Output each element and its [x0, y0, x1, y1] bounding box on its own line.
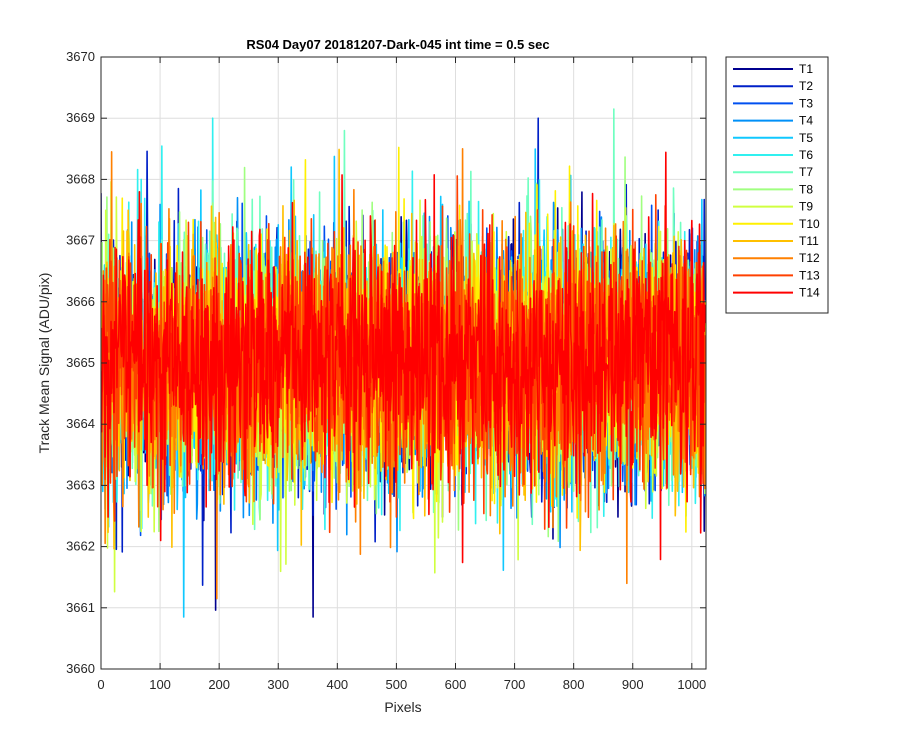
series-layer [101, 108, 706, 618]
y-tick-label: 3666 [66, 294, 95, 309]
ticks: 0 100 200 300 400 500 600 700 800 900 1000 3660 3661… [66, 49, 706, 692]
y-tick-label: 3665 [66, 355, 95, 370]
legend-box [725, 56, 829, 314]
series-line-t14 [101, 151, 706, 564]
legend-label-t4: T4 [799, 114, 813, 128]
legend-label-t7: T7 [799, 165, 813, 179]
x-tick-label: 0 [97, 677, 104, 692]
x-tick-label: 400 [326, 677, 348, 692]
legend-items: T1 T2 T3 T4 T5 T6 T7 T8 T9 T10 T11 T12 T13 T14 [733, 62, 820, 300]
x-tick-label: 600 [445, 677, 467, 692]
legend-label-t14: T14 [799, 286, 820, 300]
x-tick-label: 900 [622, 677, 644, 692]
y-tick-label: 3667 [66, 233, 95, 248]
y-tick-label: 3668 [66, 171, 95, 186]
x-tick-label: 700 [504, 677, 526, 692]
y-tick-label: 3670 [66, 49, 95, 64]
legend-label-t1: T1 [799, 62, 813, 76]
y-axis-label: Track Mean Signal (ADU/pix) [36, 273, 52, 454]
y-tick-label: 3661 [66, 600, 95, 615]
y-tick-label: 3662 [66, 539, 95, 554]
x-tick-label: 1000 [677, 677, 706, 692]
legend-label-t11: T11 [799, 234, 819, 248]
legend-label-t12: T12 [799, 251, 820, 265]
y-tick-label: 3669 [66, 110, 95, 125]
legend-label-t3: T3 [799, 96, 813, 110]
x-tick-label: 300 [267, 677, 289, 692]
x-tick-label: 200 [208, 677, 230, 692]
x-tick-label: 100 [149, 677, 171, 692]
legend-label-t5: T5 [799, 131, 813, 145]
legend-label-t13: T13 [799, 268, 820, 282]
y-tick-label: 3663 [66, 477, 95, 492]
y-tick-label: 3664 [66, 416, 95, 431]
legend-label-t6: T6 [799, 148, 813, 162]
x-tick-label: 800 [563, 677, 585, 692]
chart-title: RS04 Day07 20181207-Dark-045 int time = … [246, 37, 549, 52]
legend-label-t9: T9 [799, 200, 813, 214]
legend-label-t2: T2 [799, 79, 813, 93]
y-tick-label: 3660 [66, 661, 95, 676]
legend-label-t8: T8 [799, 182, 813, 196]
x-axis-label: Pixels [384, 699, 421, 715]
legend: T1 T2 T3 T4 T5 T6 T7 T8 T9 T10 T11 T12 T13 T14 [725, 56, 829, 314]
x-tick-label: 500 [386, 677, 408, 692]
legend-label-t10: T10 [799, 217, 820, 231]
